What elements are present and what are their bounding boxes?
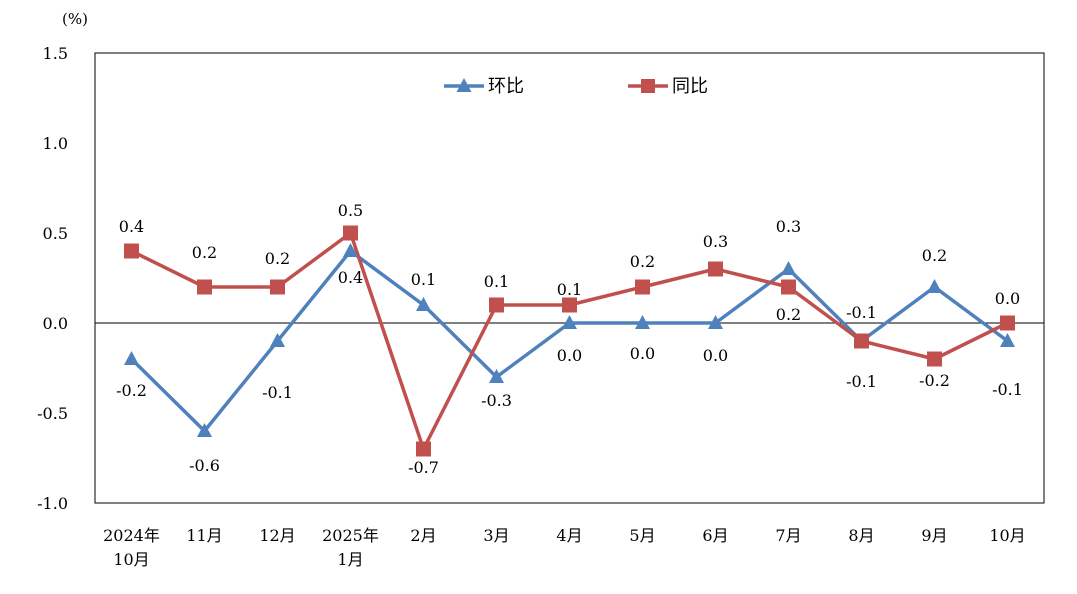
data-label-huanbi: 0.4: [338, 268, 363, 287]
data-point-huanbi: [489, 369, 504, 383]
data-point-tongbi: [489, 297, 504, 313]
data-label-huanbi: -0.1: [846, 372, 877, 391]
x-tick-label: 4月: [556, 526, 582, 545]
data-point-tongbi: [1000, 315, 1015, 331]
legend-marker-tongbi: [641, 79, 655, 93]
data-label-tongbi: -0.7: [408, 458, 439, 477]
data-point-tongbi: [927, 351, 942, 367]
legend: 环比 同比: [444, 76, 708, 97]
x-tick-label: 9月: [921, 526, 947, 545]
series-lines: [130, 231, 1009, 451]
data-label-tongbi: 0.3: [703, 232, 728, 251]
data-point-huanbi: [124, 351, 139, 365]
y-tick-label: -0.5: [37, 404, 68, 423]
data-label-huanbi: 0.0: [557, 346, 582, 365]
data-point-huanbi: [270, 333, 285, 347]
data-label-huanbi: 0.1: [411, 270, 436, 289]
data-label-tongbi: 0.2: [630, 252, 655, 271]
data-point-tongbi: [708, 261, 723, 277]
data-label-huanbi: -0.1: [262, 383, 293, 402]
x-tick-label: 8月: [848, 526, 874, 545]
data-label-tongbi: 0.2: [265, 249, 290, 268]
data-point-tongbi: [416, 441, 431, 457]
data-point-huanbi: [781, 261, 796, 275]
data-point-huanbi: [343, 243, 358, 257]
data-label-tongbi: 0.1: [557, 280, 582, 299]
data-point-tongbi: [124, 243, 139, 259]
unit-label: (%): [62, 10, 88, 28]
x-tick-label: 6月: [702, 526, 728, 545]
data-point-huanbi: [562, 315, 577, 329]
legend-label-huanbi: 环比: [488, 76, 524, 97]
x-tick-label: 5月: [629, 526, 655, 545]
plot-area: [94, 52, 1045, 504]
y-axis: 1.5 1.0 0.5 0.0 -0.5 -1.0: [37, 44, 68, 513]
data-label-huanbi: -0.2: [116, 381, 147, 400]
legend-marker-huanbi: [456, 78, 472, 92]
data-label-tongbi: 0.2: [776, 305, 801, 324]
data-label-tongbi: 0.2: [192, 243, 217, 262]
series-line-huanbi: [130, 249, 1009, 433]
data-point-tongbi: [854, 333, 869, 349]
data-label-tongbi: -0.2: [919, 371, 950, 390]
data-point-huanbi: [927, 279, 942, 293]
data-point-huanbi: [635, 315, 650, 329]
data-label-huanbi: 0.0: [703, 346, 728, 365]
y-tick-label: 1.5: [43, 44, 68, 63]
data-point-tongbi: [562, 297, 577, 313]
x-tick-label: 11月: [186, 526, 222, 545]
y-tick-label: 0.5: [43, 224, 68, 243]
x-tick-label: 2025年: [322, 526, 379, 545]
x-tick-label: 12月: [259, 526, 295, 545]
x-tick-label: 7月: [775, 526, 801, 545]
data-point-huanbi: [1000, 333, 1015, 347]
data-point-tongbi: [635, 279, 650, 295]
x-tick-label: 10月: [989, 526, 1025, 545]
x-tick-label: 1月: [337, 550, 363, 569]
data-point-huanbi: [197, 423, 212, 437]
data-point-huanbi: [416, 297, 431, 311]
data-label-tongbi: 0.0: [995, 289, 1020, 308]
y-tick-label: 1.0: [43, 134, 68, 153]
data-point-tongbi: [197, 279, 212, 295]
x-tick-label: 10月: [113, 550, 149, 569]
series-markers: [124, 225, 1015, 457]
x-tick-label: 2月: [410, 526, 436, 545]
data-point-tongbi: [270, 279, 285, 295]
data-label-huanbi: -0.6: [189, 456, 220, 475]
data-label-tongbi: 0.1: [484, 272, 509, 291]
data-label-tongbi: -0.1: [846, 303, 877, 322]
y-tick-label: 0.0: [43, 314, 68, 333]
data-label-huanbi: -0.3: [481, 391, 512, 410]
data-label-tongbi: 0.4: [119, 217, 144, 236]
data-label-huanbi: 0.3: [776, 217, 801, 236]
legend-label-tongbi: 同比: [672, 76, 708, 97]
data-labels: -0.2 -0.6 -0.1 0.4 0.1 -0.3 0.0 0.0 0.0 0.3 -0.1 0.…: [116, 201, 1023, 477]
data-label-huanbi: 0.0: [630, 344, 655, 363]
data-label-tongbi: 0.5: [338, 201, 363, 220]
data-point-tongbi: [343, 225, 358, 241]
y-tick-label: -1.0: [37, 494, 68, 513]
x-tick-label: 2024年: [103, 526, 160, 545]
series-line-tongbi: [130, 231, 1009, 451]
data-label-huanbi: -0.1: [992, 380, 1023, 399]
data-point-tongbi: [781, 279, 796, 295]
x-tick-label: 3月: [483, 526, 509, 545]
x-axis: 2024年 10月 11月 12月 2025年 1月 2月 3月 4月 5月 6月 7月 8月 9月 10月: [103, 526, 1026, 569]
data-point-huanbi: [708, 315, 723, 329]
data-label-huanbi: 0.2: [922, 246, 947, 265]
